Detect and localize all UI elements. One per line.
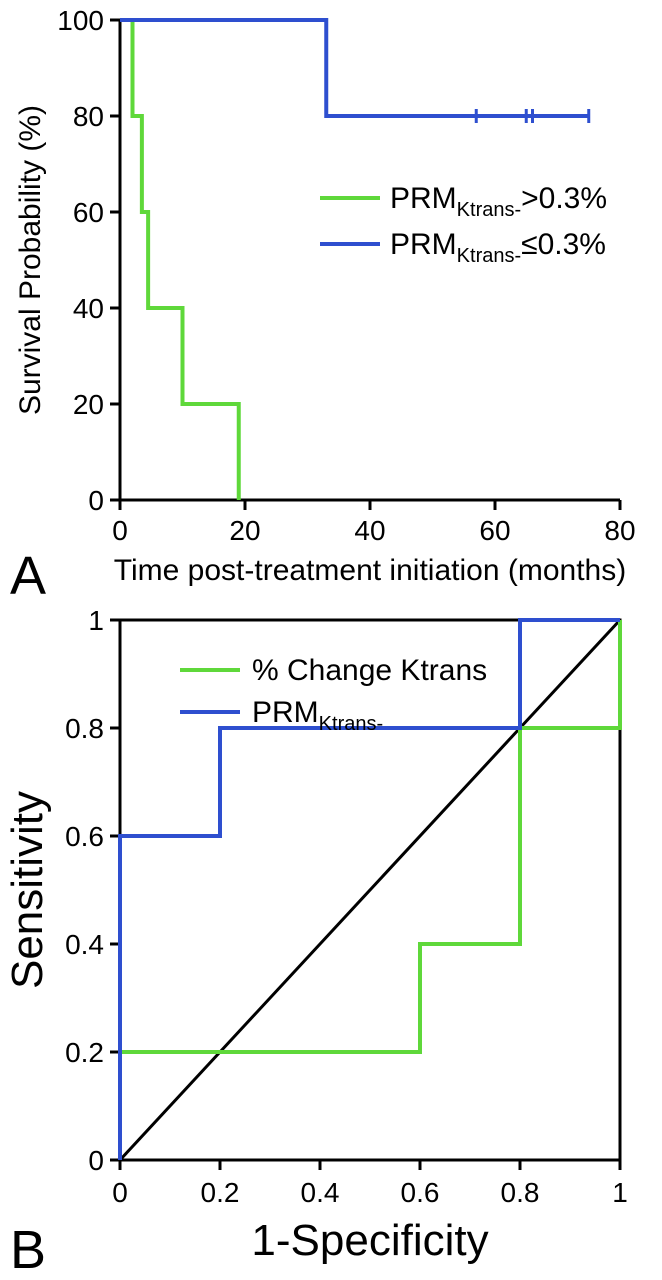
panel-a-ytick: 60: [73, 197, 104, 228]
panel-a-ytick: 80: [73, 101, 104, 132]
panel-a-series-line: [120, 20, 239, 500]
roc-diagonal: [120, 620, 620, 1160]
panel-b-ytick: 0.4: [65, 929, 104, 960]
panel-b-ylabel: Sensitivity: [3, 791, 52, 989]
panel-a-container: 0 20 40 60 80 0 20 40 60 80 100 Time post-treatment…: [0, 0, 662, 600]
legend-label-1: PRMKtrans->0.3%: [390, 182, 607, 221]
panel-b-xtick: 0.4: [301, 1177, 340, 1208]
panel-a-ytick: 100: [57, 5, 104, 36]
panel-b-xtick: 0.8: [501, 1177, 540, 1208]
panel-a-xlabel: Time post-treatment initiation (months): [114, 554, 626, 587]
panel-b-ytick: 1: [88, 605, 104, 636]
legend-label-b1: % Change Ktrans: [252, 654, 487, 687]
panel-a-xtick: 40: [354, 515, 385, 546]
panel-a-xtick: 20: [229, 515, 260, 546]
panel-a-ylabel: Survival Probability (%): [14, 105, 47, 415]
panel-a-xtick: 60: [479, 515, 510, 546]
panel-a-xtick: 80: [604, 515, 635, 546]
panel-a-svg: 0 20 40 60 80 0 20 40 60 80 100 Time post-treatment…: [0, 0, 662, 600]
panel-b-letter: B: [10, 1220, 46, 1280]
panel-b-xtick: 0.6: [401, 1177, 440, 1208]
panel-b-container: 0 0.2 0.4 0.6 0.8 1 0 0.2 0.4 0.6 0.8 1 1-Specificit…: [0, 600, 662, 1280]
panel-b-svg: 0 0.2 0.4 0.6 0.8 1 0 0.2 0.4 0.6 0.8 1 1-Specificit…: [0, 600, 662, 1280]
panel-b-xtick: 0: [112, 1177, 128, 1208]
panel-b-ytick: 0.8: [65, 713, 104, 744]
panel-b-xtick: 0.2: [201, 1177, 240, 1208]
panel-a-ytick: 20: [73, 389, 104, 420]
panel-b-xlabel: 1-Specificity: [251, 1216, 488, 1265]
legend-label-2: PRMKtrans-≤0.3%: [390, 228, 606, 267]
panel-b-ytick: 0.2: [65, 1037, 104, 1068]
panel-a-letter: A: [10, 546, 46, 600]
panel-a-ytick: 0: [88, 485, 104, 516]
panel-b-ytick: 0.6: [65, 821, 104, 852]
panel-a-ytick: 40: [73, 293, 104, 324]
panel-a-series-line: [120, 20, 589, 116]
panel-b-ytick: 0: [88, 1145, 104, 1176]
panel-a-xtick: 0: [112, 515, 128, 546]
panel-b-xtick: 1: [612, 1177, 628, 1208]
